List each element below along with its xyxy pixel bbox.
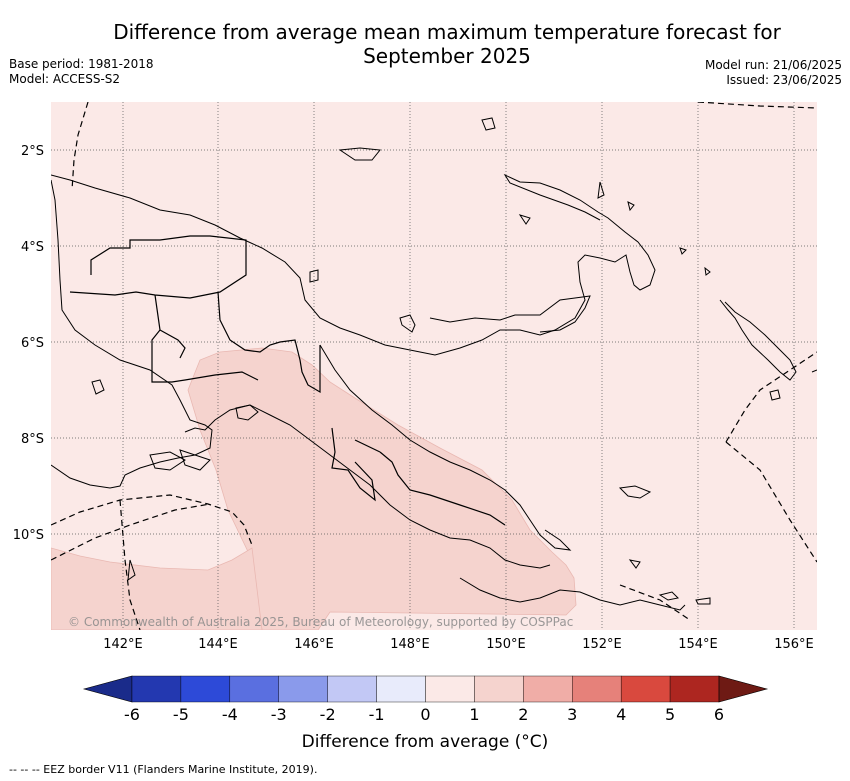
lat-label-2S: 2°S <box>21 144 44 159</box>
model-info: Base period: 1981-2018 Model: ACCESS-S2 <box>9 57 154 87</box>
lon-label-152E: 152°E <box>582 637 622 652</box>
base-period: Base period: 1981-2018 <box>9 57 154 71</box>
colorbar-segment <box>376 675 426 703</box>
run-info: Model run: 21/06/2025 Issued: 23/06/2025 <box>705 58 842 88</box>
colorbar-segment <box>229 675 279 703</box>
anomaly-region-west <box>51 547 263 630</box>
colorbar-tick-label: -1 <box>368 705 385 724</box>
colorbar-tick-label: 2 <box>518 705 529 724</box>
colorbar-segment <box>474 675 524 703</box>
title-line-2: September 2025 <box>363 44 531 68</box>
colorbar-segment <box>278 675 328 703</box>
colorbar-segment <box>425 675 475 703</box>
colorbar-segment <box>572 675 622 703</box>
colorbar-tick-label: -4 <box>221 705 238 724</box>
lon-label-146E: 146°E <box>294 637 334 652</box>
lat-label-10S: 10°S <box>13 528 44 543</box>
colorbar-tick-label: 6 <box>713 705 725 724</box>
title-line-1: Difference from average mean maximum tem… <box>113 20 781 44</box>
colorbar-segment <box>669 675 720 703</box>
colorbar-tick-label: -3 <box>270 705 287 724</box>
colorbar-segment <box>620 675 671 703</box>
colorbar-tick-label: 1 <box>469 705 480 724</box>
map-title: Difference from average mean maximum tem… <box>60 20 834 68</box>
lat-label-6S: 6°S <box>21 336 44 351</box>
lon-label-156E: 156°E <box>774 637 814 652</box>
colorbar-tick-label: 3 <box>567 705 578 724</box>
colorbar-tick-label: 0 <box>420 705 431 724</box>
model-run-date: Model run: 21/06/2025 <box>704 58 842 72</box>
coastlines <box>51 117 817 611</box>
eez-footnote: -- -- -- EEZ border V11 (Flanders Marine… <box>9 763 318 776</box>
lon-label-142E: 142°E <box>103 637 143 652</box>
colorbar-tick-label: -2 <box>319 705 336 724</box>
lat-label-8S: 8°S <box>21 432 44 447</box>
colorbar-segment <box>523 675 573 703</box>
colorbar-segment <box>180 675 231 703</box>
lon-label-154E: 154°E <box>678 637 718 652</box>
lon-label-144E: 144°E <box>198 637 238 652</box>
colorbar-segment <box>131 675 182 703</box>
lat-label-4S: 4°S <box>21 240 44 255</box>
lon-label-148E: 148°E <box>390 637 430 652</box>
copyright-watermark: © Commonwealth of Australia 2025, Bureau… <box>68 615 573 629</box>
colorbar-tick-label: 5 <box>664 705 676 724</box>
colorbar-tick-label: -5 <box>172 705 189 724</box>
issued-date: Issued: 23/06/2025 <box>726 73 842 87</box>
colorbar-tick-label: -6 <box>124 705 140 724</box>
colorbar-tick-label: 4 <box>616 705 627 724</box>
colorbar <box>82 675 769 703</box>
lon-label-150E: 150°E <box>486 637 526 652</box>
colorbar-segment <box>327 675 377 703</box>
colorbar-extend-low <box>82 675 133 703</box>
colorbar-extend-high <box>718 675 769 703</box>
graticule <box>51 102 817 630</box>
colorbar-label: Difference from average (°C) <box>301 732 549 752</box>
political-borders <box>69 235 506 526</box>
model-name: Model: ACCESS-S2 <box>9 72 121 86</box>
